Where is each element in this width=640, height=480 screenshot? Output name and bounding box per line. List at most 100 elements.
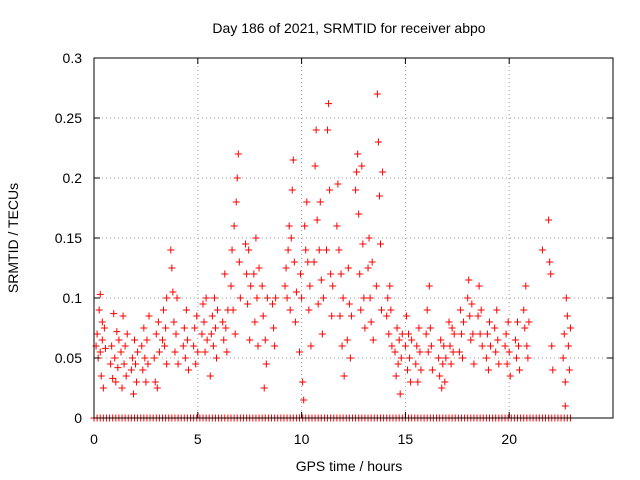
data-point — [549, 366, 557, 374]
data-point — [271, 342, 279, 350]
data-point — [211, 324, 219, 332]
data-point — [326, 186, 334, 194]
data-point — [340, 372, 348, 380]
data-point — [263, 294, 271, 302]
data-point — [198, 330, 206, 338]
data-point — [220, 336, 228, 344]
data-point — [338, 342, 346, 350]
data-point — [512, 354, 520, 362]
data-point — [113, 328, 121, 336]
data-point — [383, 312, 391, 320]
data-point — [329, 282, 337, 290]
data-point — [244, 300, 252, 308]
data-point — [378, 306, 386, 314]
data-point — [501, 342, 509, 350]
data-point — [258, 282, 266, 290]
data-point — [154, 318, 162, 326]
data-point — [290, 258, 298, 266]
data-point — [467, 336, 475, 344]
data-point — [297, 270, 305, 278]
data-point — [560, 330, 568, 338]
data-point — [437, 336, 445, 344]
data-point — [374, 138, 382, 146]
data-point — [144, 360, 152, 368]
data-point — [476, 330, 484, 338]
data-point — [159, 336, 167, 344]
data-point — [210, 294, 218, 302]
data-point — [477, 306, 485, 314]
data-point — [493, 306, 501, 314]
data-point — [171, 348, 179, 356]
data-point — [300, 396, 308, 404]
data-point — [547, 270, 555, 278]
data-point — [287, 234, 295, 242]
data-point — [223, 348, 231, 356]
data-point — [234, 150, 242, 158]
data-point — [395, 336, 403, 344]
data-point — [153, 384, 161, 392]
data-point — [311, 162, 319, 170]
data-point — [119, 312, 127, 320]
data-point — [269, 300, 277, 308]
data-point — [334, 180, 342, 188]
data-point — [199, 300, 207, 308]
data-point — [162, 324, 170, 332]
data-point — [484, 366, 492, 374]
data-point — [152, 330, 160, 338]
data-point — [396, 390, 404, 398]
data-point — [206, 372, 214, 380]
data-point — [288, 186, 296, 194]
data-point — [259, 312, 267, 320]
data-point — [93, 330, 101, 338]
data-point — [208, 312, 216, 320]
data-point — [514, 318, 522, 326]
data-point — [161, 342, 169, 350]
data-point — [229, 306, 237, 314]
data-point — [408, 336, 416, 344]
y-tick-label: 0.1 — [63, 290, 83, 306]
data-point — [414, 378, 422, 386]
data-point — [140, 324, 148, 332]
data-point — [122, 372, 130, 380]
data-point — [482, 354, 490, 362]
data-point — [475, 282, 483, 290]
data-point — [503, 360, 511, 368]
data-point — [298, 294, 306, 302]
data-point — [328, 312, 336, 320]
data-point — [372, 282, 380, 290]
data-point — [143, 336, 151, 344]
data-point — [369, 336, 377, 344]
data-point — [142, 378, 150, 386]
data-point — [407, 378, 415, 386]
data-point — [282, 264, 290, 272]
data-point — [233, 174, 241, 182]
data-point — [397, 354, 405, 362]
data-point — [247, 282, 255, 290]
data-point — [392, 372, 400, 380]
data-point — [403, 366, 411, 374]
data-point — [283, 294, 291, 302]
data-point — [194, 348, 202, 356]
data-point — [524, 354, 532, 362]
data-point — [379, 168, 387, 176]
data-point — [566, 324, 574, 332]
data-point — [261, 336, 269, 344]
data-point — [366, 294, 374, 302]
data-point — [212, 354, 220, 362]
data-point — [344, 264, 352, 272]
data-point — [285, 222, 293, 230]
data-point — [191, 324, 199, 332]
data-point — [523, 342, 531, 350]
data-point — [446, 342, 454, 350]
data-point — [391, 348, 399, 356]
data-point — [336, 312, 344, 320]
data-point — [145, 312, 153, 320]
data-point — [436, 372, 444, 380]
data-point — [100, 324, 108, 332]
data-point — [253, 294, 261, 302]
data-point — [323, 246, 331, 254]
data-point — [327, 270, 335, 278]
x-tick-label: 10 — [294, 431, 310, 447]
data-point — [243, 270, 251, 278]
data-point — [491, 324, 499, 332]
